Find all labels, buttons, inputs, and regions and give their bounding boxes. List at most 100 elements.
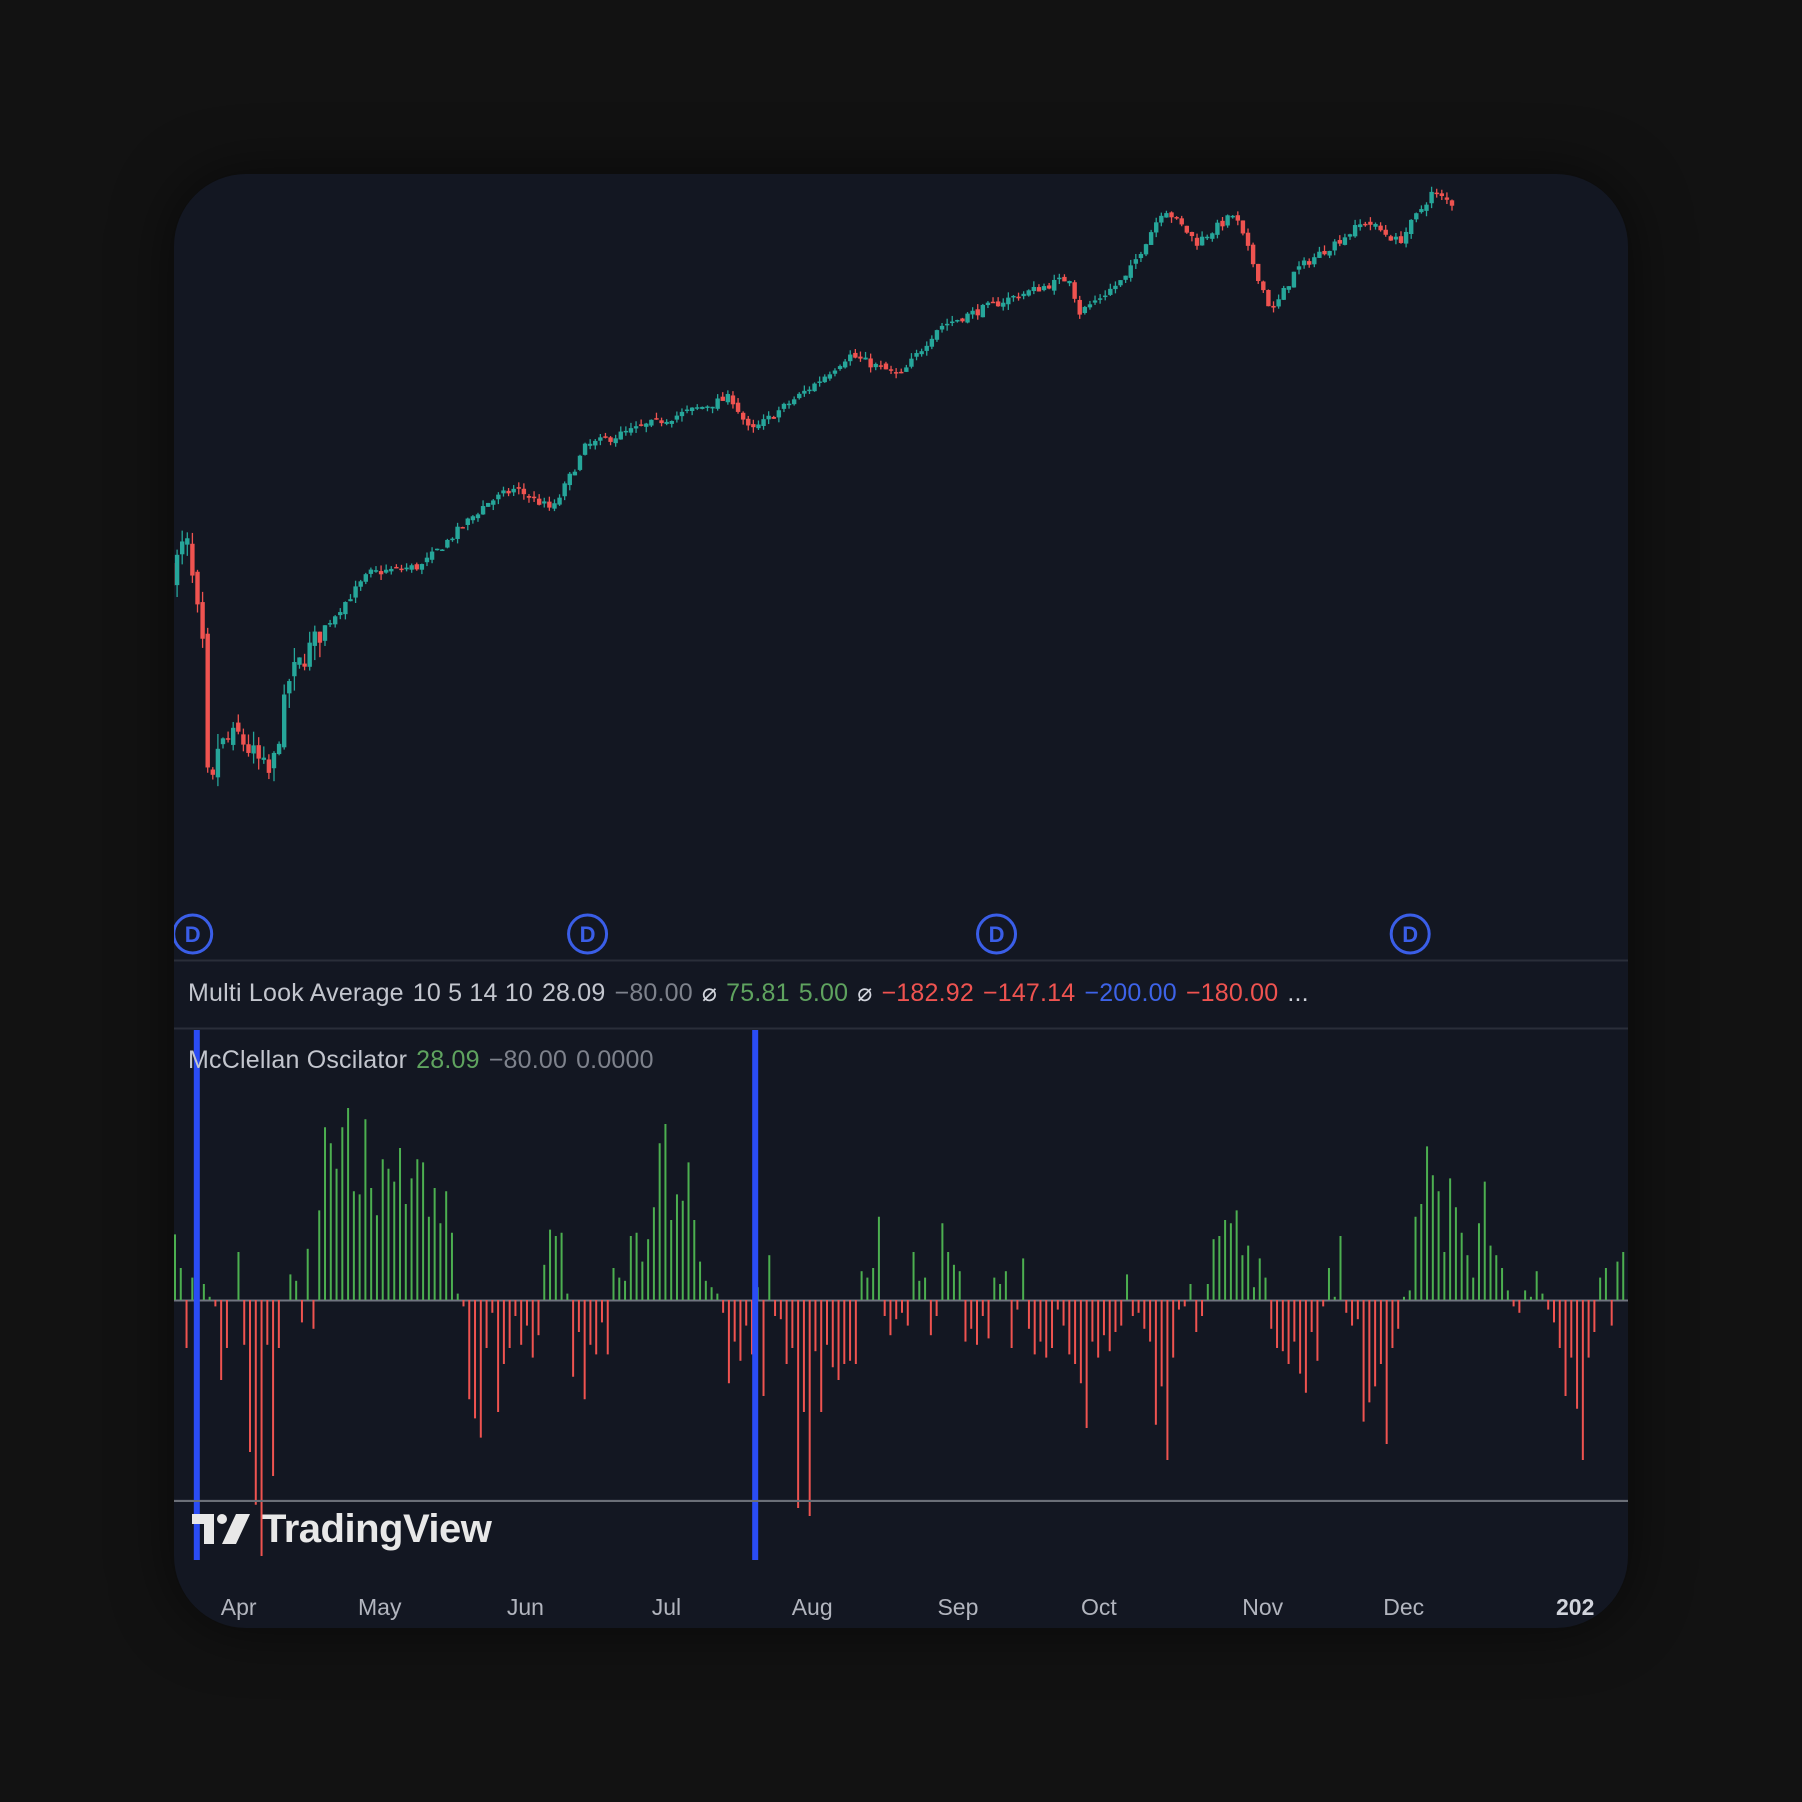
candle [1118,280,1123,287]
tradingview-wordmark: TradingView [262,1506,492,1551]
candle [1082,305,1088,315]
candle [817,376,822,387]
candle [1072,280,1077,303]
candle [1245,228,1251,251]
candle [378,565,384,580]
candle [373,566,379,573]
dividend-label: D [185,922,201,947]
candle [944,318,950,331]
candle [730,391,736,409]
candle [1046,282,1052,290]
candle [1312,253,1317,268]
candle [1143,243,1149,257]
candle [1220,216,1225,231]
candle [1368,217,1373,231]
candle [1296,261,1302,275]
legend-multi-look-average[interactable]: Multi Look Average 10 5 14 10 28.09 −80.00 ⌀… [188,978,1318,1008]
legend-mcclellan-oscillator[interactable]: McClellan Oscilator 28.09 −80.00 0.0000 [188,1046,663,1075]
candle [1414,212,1419,223]
candle [409,563,414,573]
candle [1006,292,1011,310]
candle [246,734,251,757]
candle [210,767,215,780]
tradingview-logo-icon [192,1514,250,1544]
candle [363,572,368,585]
candle [1419,205,1424,214]
candle [327,619,333,628]
candle [480,500,486,515]
candle [970,307,975,319]
candle [613,434,618,447]
candle [429,547,435,564]
candle [1317,246,1322,258]
tradingview-logo[interactable]: TradingView [192,1504,492,1554]
candle [1373,222,1378,230]
candle [827,371,833,381]
candle [603,432,608,439]
candle [506,488,511,497]
candle [1409,219,1414,239]
candle [990,297,996,304]
candle [679,408,685,422]
candle [1123,275,1128,283]
candle [735,398,741,414]
candle [236,714,241,735]
candle [1240,220,1246,236]
candle [1352,219,1358,238]
candle [939,323,945,333]
candle [751,419,756,433]
candle [547,496,552,511]
candle [399,564,404,573]
candle [1266,289,1271,307]
candle [1439,189,1445,201]
dividend-marker[interactable]: D [567,913,609,955]
candle [1322,245,1327,256]
candle [215,733,221,787]
candle [1444,192,1450,204]
na-symbol-icon: ⌀ [701,979,718,1007]
candle [1148,229,1154,246]
candle [1133,253,1139,269]
candle [1031,281,1037,295]
legend-value-3: 0.0000 [576,1046,654,1074]
candle [995,297,1001,307]
candle [858,351,863,362]
candle [1347,233,1353,240]
dividend-marker[interactable]: D [1389,913,1431,955]
candle [1036,284,1042,292]
candle [276,741,282,756]
candle [220,737,226,749]
candle [1087,300,1093,310]
legend-more-button[interactable]: ... [1287,979,1309,1007]
candle [332,615,338,628]
candle [649,419,654,428]
candle [684,405,690,414]
time-axis-label: May [357,1594,402,1620]
candle [1174,216,1179,220]
candle [674,411,680,423]
time-axis-label: Oct [1081,1594,1117,1620]
dividend-label: D [1402,922,1418,947]
candle [1189,231,1195,242]
highlight-marker[interactable] [752,1030,759,1560]
candle [1052,274,1057,295]
candle [241,728,246,752]
candle [1001,298,1006,311]
candle [985,301,991,309]
na-symbol-icon: ⌀ [857,979,873,1007]
candle [842,359,848,369]
candle [1434,188,1439,198]
highlight-marker[interactable] [193,1030,200,1560]
dividend-marker[interactable]: D [174,913,214,955]
candle [1179,215,1184,227]
candle [179,530,185,565]
candle [893,368,899,379]
candle [1256,263,1261,284]
candle [863,351,868,360]
candle [618,426,623,440]
candle [1128,259,1133,282]
candle [383,564,389,574]
dividend-marker[interactable]: D [976,913,1018,955]
